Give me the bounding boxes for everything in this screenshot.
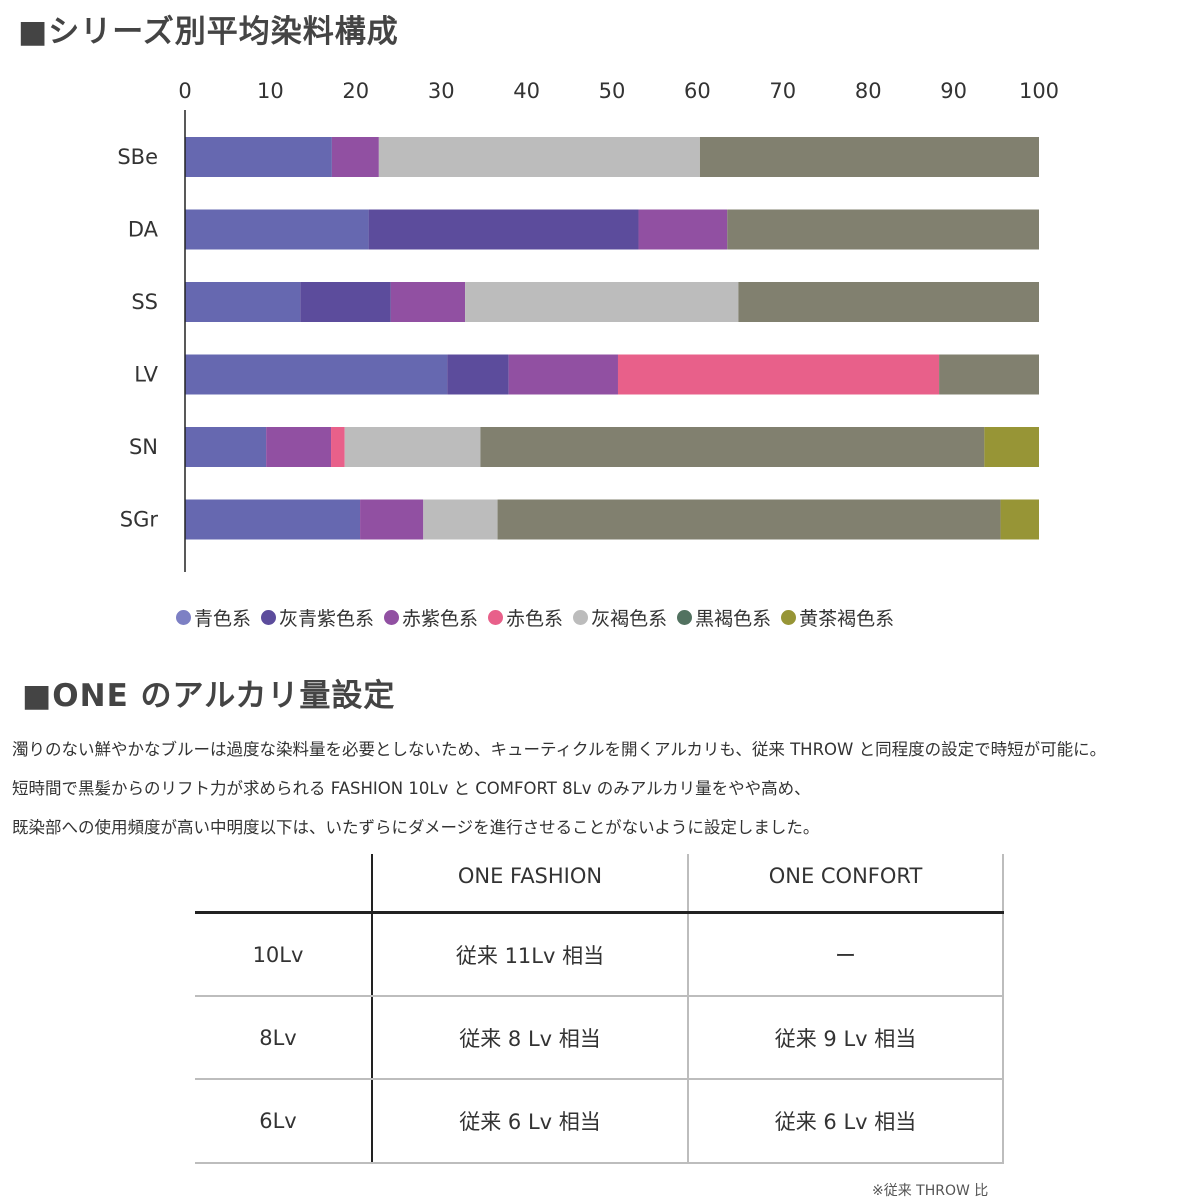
- x-tick-label: 90: [940, 79, 967, 103]
- category-label: LV: [134, 363, 158, 387]
- legend-label: 灰青紫色系: [279, 608, 375, 630]
- x-tick-label: 100: [1019, 79, 1059, 103]
- legend-item: 青色系: [176, 604, 251, 631]
- x-tick-label: 50: [599, 79, 626, 103]
- table-cell: 従来 6 Lv 相当: [459, 1110, 601, 1134]
- bar-segment: [331, 427, 345, 467]
- x-tick-label: 40: [513, 79, 540, 103]
- table-row-level: 10Lv: [252, 942, 304, 967]
- bar-segment: [1000, 499, 1039, 540]
- legend-item: 赤紫色系: [384, 604, 478, 631]
- bar-segment: [331, 137, 379, 177]
- legend-label: 赤紫色系: [402, 608, 479, 630]
- x-tick-label: 60: [684, 79, 711, 103]
- bar-segment: [368, 209, 639, 250]
- table-cell: 従来 11Lv 相当: [455, 943, 605, 968]
- description-line-3: 既染部への使用頻度が高い中明度以下は、いたずらにダメージを進行させることがないよ…: [12, 818, 820, 837]
- legend-dot-icon: [384, 610, 400, 625]
- legend-item: 赤色系: [488, 604, 563, 631]
- legend-dot-icon: [176, 610, 191, 625]
- category-label: SBe: [117, 145, 158, 169]
- bar-segment: [344, 427, 481, 467]
- table-cell: 従来 8 Lv 相当: [459, 1026, 601, 1051]
- description-line-2: 短時間で黒髪からのリフト力が求められる FASHION 10Lv と COMFO…: [12, 779, 811, 798]
- x-tick-label: 70: [769, 79, 796, 103]
- bar-segment: [508, 354, 618, 395]
- table-cell: ー: [835, 943, 856, 968]
- bar-segment: [638, 209, 728, 250]
- category-label: SS: [131, 290, 158, 314]
- x-tick-label: 30: [428, 79, 455, 103]
- x-tick-label: 0: [178, 79, 191, 103]
- bar-segment: [617, 354, 940, 395]
- x-tick-label: 80: [855, 79, 882, 103]
- bar-segment: [984, 427, 1039, 467]
- category-label: DA: [128, 218, 159, 242]
- chart-legend: 青色系 灰青紫色系 赤紫色系 赤色系 灰褐色系 黒褐色系 黄茶褐色系: [176, 604, 1076, 631]
- legend-dot-icon: [573, 610, 589, 625]
- legend-dot-icon: [781, 610, 797, 625]
- bar-segment: [699, 137, 1039, 177]
- chart-heading: ■シリーズ別平均染料構成: [18, 14, 399, 50]
- category-label: SGr: [120, 508, 159, 532]
- bar-segment: [447, 354, 509, 395]
- bar-segment: [185, 209, 369, 250]
- bar-segment: [360, 499, 424, 540]
- bar-segment: [266, 427, 332, 467]
- legend-item: 黄茶褐色系: [781, 604, 894, 631]
- bar-segment: [185, 499, 361, 540]
- legend-label: 黄茶褐色系: [799, 608, 895, 630]
- bar-segment: [185, 354, 448, 395]
- legend-label: 赤色系: [506, 608, 564, 630]
- x-tick-label: 10: [257, 79, 284, 103]
- bar-segment: [480, 427, 985, 467]
- alkali-table: ONE FASHION ONE CONFORT 10Lv 従来 11Lv 相当 …: [195, 854, 1005, 1164]
- legend-label: 灰褐色系: [591, 608, 668, 630]
- bar-segment: [300, 282, 391, 322]
- table-cell: 従来 6 Lv 相当: [774, 1110, 917, 1134]
- bar-segment: [423, 499, 498, 540]
- legend-dot-icon: [261, 610, 277, 625]
- bar-segment: [465, 282, 739, 322]
- bar-segment: [378, 137, 700, 177]
- legend-label: 黒褐色系: [695, 608, 772, 630]
- table-header-confort: ONE CONFORT: [768, 864, 923, 888]
- table-header-corner: [195, 854, 371, 911]
- bar-segment: [185, 427, 267, 467]
- bar-segment: [939, 354, 1039, 395]
- legend-item: 灰褐色系: [573, 604, 667, 631]
- legend-item: 灰青紫色系: [261, 604, 374, 631]
- bar-segment: [727, 209, 1039, 250]
- legend-item: 黒褐色系: [677, 604, 771, 631]
- legend-dot-icon: [677, 610, 693, 625]
- alkali-heading: ■ONE のアルカリ量設定: [22, 678, 396, 714]
- bar-segment: [390, 282, 466, 322]
- x-tick-label: 20: [342, 79, 369, 103]
- legend-label: 青色系: [194, 608, 252, 630]
- bar-segment: [497, 499, 1001, 540]
- table-footnote: ※従来 THROW 比: [872, 1183, 989, 1199]
- bar-segment: [185, 282, 301, 322]
- table-cell: 従来 9 Lv 相当: [774, 1026, 917, 1051]
- stacked-bar-chart: 0 10 20 30 40 50 60 70 80 90 100 SBe DA SS LV SN SGr: [117, 79, 1059, 572]
- table-row-level: 8Lv: [259, 1025, 297, 1050]
- description-line-1: 濁りのない鮮やかなブルーは過度な染料量を必要としないため、キューティクルを開くア…: [12, 740, 1107, 759]
- category-label: SN: [129, 435, 158, 459]
- table-header-fashion: ONE FASHION: [457, 864, 603, 888]
- table-row-level: 6Lv: [259, 1109, 297, 1133]
- bar-segment: [185, 137, 332, 177]
- bar-segment: [738, 282, 1039, 322]
- legend-dot-icon: [488, 610, 504, 625]
